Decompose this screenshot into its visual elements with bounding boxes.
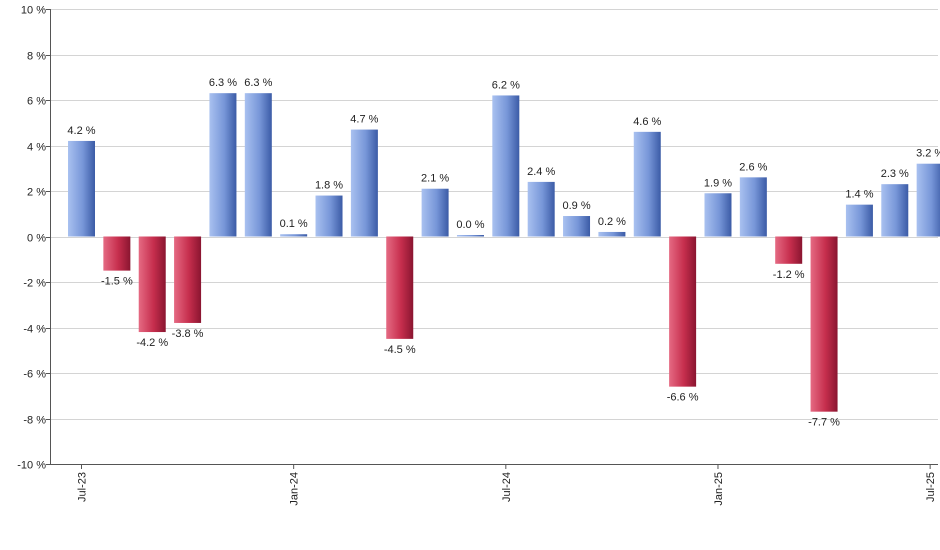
- bar: [103, 236, 131, 271]
- bar-value-label: 6.3 %: [209, 77, 237, 89]
- y-tick-label: -2 %: [23, 278, 46, 290]
- bar: [563, 216, 591, 237]
- bar: [527, 181, 555, 237]
- bar-value-label: -4.5 %: [384, 344, 416, 356]
- bar: [739, 177, 767, 237]
- x-tick-label: Jan-25: [713, 472, 725, 506]
- bar-value-label: -1.5 %: [101, 276, 133, 288]
- bar: [209, 93, 237, 237]
- bar: [704, 193, 732, 237]
- y-tick-label: -10 %: [17, 460, 46, 472]
- y-tick-label: -6 %: [23, 369, 46, 381]
- bar-value-label: 1.9 %: [704, 177, 732, 189]
- bar-value-label: -6.6 %: [667, 392, 699, 404]
- bar: [669, 236, 697, 387]
- bar: [174, 236, 202, 323]
- bar-value-label: 4.6 %: [633, 116, 661, 128]
- y-tick-label: 0 %: [27, 233, 46, 245]
- bar-value-label: 3.2 %: [916, 148, 940, 160]
- bar-value-label: 6.3 %: [244, 77, 272, 89]
- bar-value-label: -7.7 %: [808, 417, 840, 429]
- y-axis: 10 % 8 % 6 % 4 % 2 % 0 % -2 % -4 % -6 % -8 % -10 %: [17, 5, 51, 472]
- bar: [138, 236, 166, 333]
- bar-value-label: 6.2 %: [492, 79, 520, 91]
- bar-value-label: 0.0 %: [456, 219, 484, 231]
- bar-value-label: 0.9 %: [562, 200, 590, 212]
- bar-value-label: 4.2 %: [67, 125, 95, 137]
- x-tick-label: Jul-25: [925, 472, 937, 502]
- bar-value-label: 2.3 %: [881, 168, 909, 180]
- bar: [775, 236, 803, 264]
- bar: [386, 236, 414, 339]
- x-axis: Jul-23 Jan-24 Jul-24 Jan-25 Jul-25: [50, 464, 938, 506]
- bar: [916, 163, 940, 237]
- x-tick-label: Jul-23: [77, 472, 89, 502]
- bars: [68, 93, 940, 412]
- x-tick-label: Jul-24: [501, 472, 513, 502]
- bar-value-label: 1.8 %: [315, 180, 343, 192]
- y-tick-label: 10 %: [21, 5, 46, 17]
- bar: [244, 93, 272, 237]
- bar-value-label: 0.1 %: [280, 218, 308, 230]
- bar: [881, 184, 909, 237]
- y-tick-label: 2 %: [27, 187, 46, 199]
- bar-value-label: 2.4 %: [527, 166, 555, 178]
- bar-value-label: 0.2 %: [598, 216, 626, 228]
- x-tick-label: Jan-24: [289, 472, 301, 506]
- bar-value-label: 4.7 %: [350, 114, 378, 126]
- bar: [845, 204, 873, 237]
- bar: [492, 95, 520, 237]
- bar-value-label: -3.8 %: [172, 328, 204, 340]
- y-tick-label: -8 %: [23, 415, 46, 427]
- bar: [421, 188, 449, 237]
- bar-value-label: 1.4 %: [845, 189, 873, 201]
- bar: [350, 129, 378, 237]
- data-labels: 4.2 % -1.5 % -4.2 % -3.8 % 6.3 % 6.3 % 0.1 % 1.…: [67, 77, 940, 429]
- y-tick-label: 6 %: [27, 96, 46, 108]
- y-tick-label: 8 %: [27, 51, 46, 63]
- bar-value-label: 2.6 %: [739, 161, 767, 173]
- bar: [810, 236, 838, 412]
- bar: [280, 234, 308, 237]
- bar: [633, 131, 661, 237]
- bar: [68, 140, 95, 237]
- y-tick-label: -4 %: [23, 324, 46, 336]
- bar: [456, 235, 484, 237]
- y-tick-label: 4 %: [27, 142, 46, 154]
- bar: [598, 231, 626, 237]
- bar-value-label: -1.2 %: [773, 269, 805, 281]
- bar-value-label: -4.2 %: [136, 337, 168, 349]
- bar-value-label: 2.1 %: [421, 173, 449, 185]
- bar: [315, 195, 343, 237]
